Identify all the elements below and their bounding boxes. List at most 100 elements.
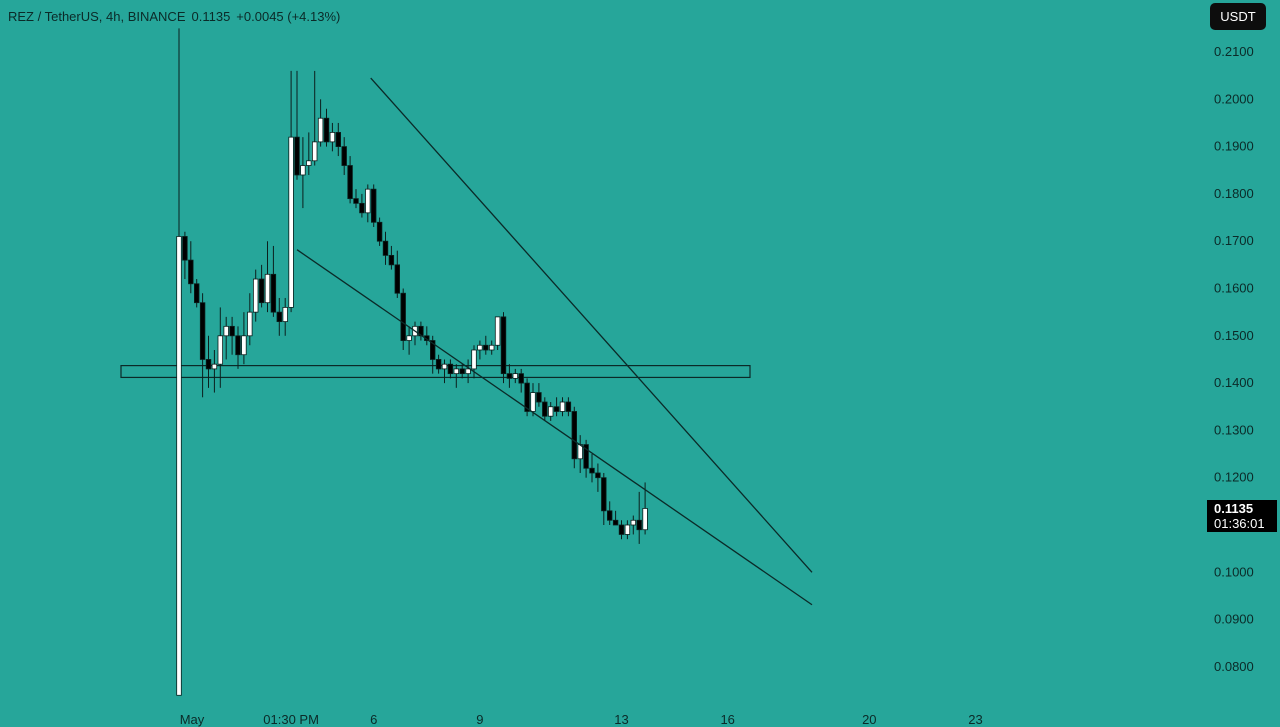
candle-body (607, 510, 613, 521)
last-price: 0.1135 (191, 9, 231, 24)
y-tick-label: 0.0800 (1214, 659, 1254, 674)
candle-body (193, 283, 200, 304)
candle-body (252, 278, 259, 313)
y-tick-label: 0.1500 (1214, 328, 1254, 343)
x-tick-label: 13 (614, 712, 628, 727)
y-tick-label: 0.1200 (1214, 470, 1254, 485)
candle-body (571, 411, 577, 460)
candle-body (241, 335, 247, 356)
candle-body (199, 302, 206, 360)
y-tick-label: 0.1800 (1214, 186, 1254, 201)
candle-body (548, 406, 554, 417)
candle-body (300, 165, 306, 176)
candle-body (601, 477, 607, 512)
x-tick-label: 20 (862, 712, 876, 727)
currency-unit-button[interactable]: USDT (1210, 3, 1266, 30)
candle-body (512, 373, 518, 379)
candles (176, 28, 648, 696)
candle-body (382, 240, 389, 256)
candle-body (636, 519, 642, 531)
candle-body (465, 368, 471, 375)
candle-body (359, 202, 365, 214)
candle-body (264, 273, 271, 304)
candle-body (536, 392, 542, 403)
support-zone (120, 364, 751, 379)
y-tick-label: 0.1300 (1214, 422, 1254, 437)
y-tick-label: 0.1900 (1214, 139, 1254, 154)
candle-body (630, 519, 636, 526)
candle-body (459, 368, 465, 375)
y-tick-label: 0.1600 (1214, 281, 1254, 296)
support-zone-rect (120, 364, 751, 379)
candle-body (471, 349, 477, 370)
candle-body (341, 146, 347, 166)
candle-body (530, 392, 536, 412)
candle-body (247, 311, 253, 337)
x-tick-label: 01:30 PM (263, 712, 319, 727)
candle-body (494, 316, 501, 346)
candle-body (447, 363, 454, 375)
candle-body (282, 307, 288, 323)
upper-trendline (370, 77, 813, 573)
candle-body (542, 401, 548, 417)
candle-body (618, 524, 625, 535)
candle-body (453, 368, 459, 375)
lower-trendline (296, 249, 813, 606)
candle-body (388, 254, 395, 266)
x-tick-label: 23 (968, 712, 982, 727)
candle-body (518, 373, 524, 384)
candle-body (483, 344, 489, 351)
candle-body (235, 335, 241, 356)
y-tick-label: 0.1000 (1214, 564, 1254, 579)
candle-body (217, 335, 223, 365)
y-tick-label: 0.0900 (1214, 612, 1254, 627)
candle-body (506, 373, 513, 379)
x-tick-label: May (180, 712, 205, 727)
y-axis: 0.2100 0.2000 0.1900 0.1800 0.1700 0.1600 0.15… (1214, 44, 1254, 674)
candle-body (524, 382, 530, 412)
candle-body (288, 136, 294, 308)
candle-body (565, 401, 572, 412)
candle-body (406, 335, 412, 341)
candle-body (365, 188, 371, 214)
x-tick-label: 6 (370, 712, 377, 727)
candle-body (370, 188, 377, 223)
candle-body (335, 132, 341, 148)
current-price-label: 0.1135 01:36:01 (1207, 500, 1277, 532)
candle-body (353, 198, 359, 204)
candle-body (211, 363, 218, 370)
candle-body (294, 136, 300, 176)
x-tick-label: 9 (476, 712, 483, 727)
candle-body (323, 117, 330, 143)
chart-header: REZ / TetherUS, 4h, BINANCE 0.1135 +0.0045… (8, 9, 346, 24)
candle-body (306, 160, 312, 166)
current-price-value: 0.1135 (1214, 501, 1254, 516)
candle-body (642, 508, 648, 531)
candle-body (376, 221, 383, 242)
candle-body (188, 259, 194, 285)
candle-body (311, 141, 318, 162)
candle-body (223, 325, 229, 337)
candle-body (400, 292, 406, 341)
candle-body (559, 401, 566, 412)
candle-body (488, 344, 495, 351)
price-change: +0.0045 (+4.13%) (236, 9, 341, 24)
candle-body (276, 311, 282, 323)
y-tick-label: 0.2000 (1214, 91, 1254, 106)
candle-body (270, 273, 277, 313)
candle-body (394, 264, 400, 294)
y-tick-label: 0.2100 (1214, 44, 1254, 59)
candle-body (441, 363, 448, 370)
candle-body (347, 165, 353, 200)
candle-body (553, 406, 560, 412)
candle-body (176, 236, 182, 696)
trendlines (296, 77, 813, 606)
bar-countdown: 01:36:01 (1214, 516, 1265, 531)
candle-body (258, 278, 265, 304)
candle-body (589, 467, 595, 474)
y-tick-label: 0.1400 (1214, 375, 1254, 390)
candle-body (435, 359, 442, 370)
candle-body (317, 117, 324, 143)
candle-body (477, 344, 483, 351)
